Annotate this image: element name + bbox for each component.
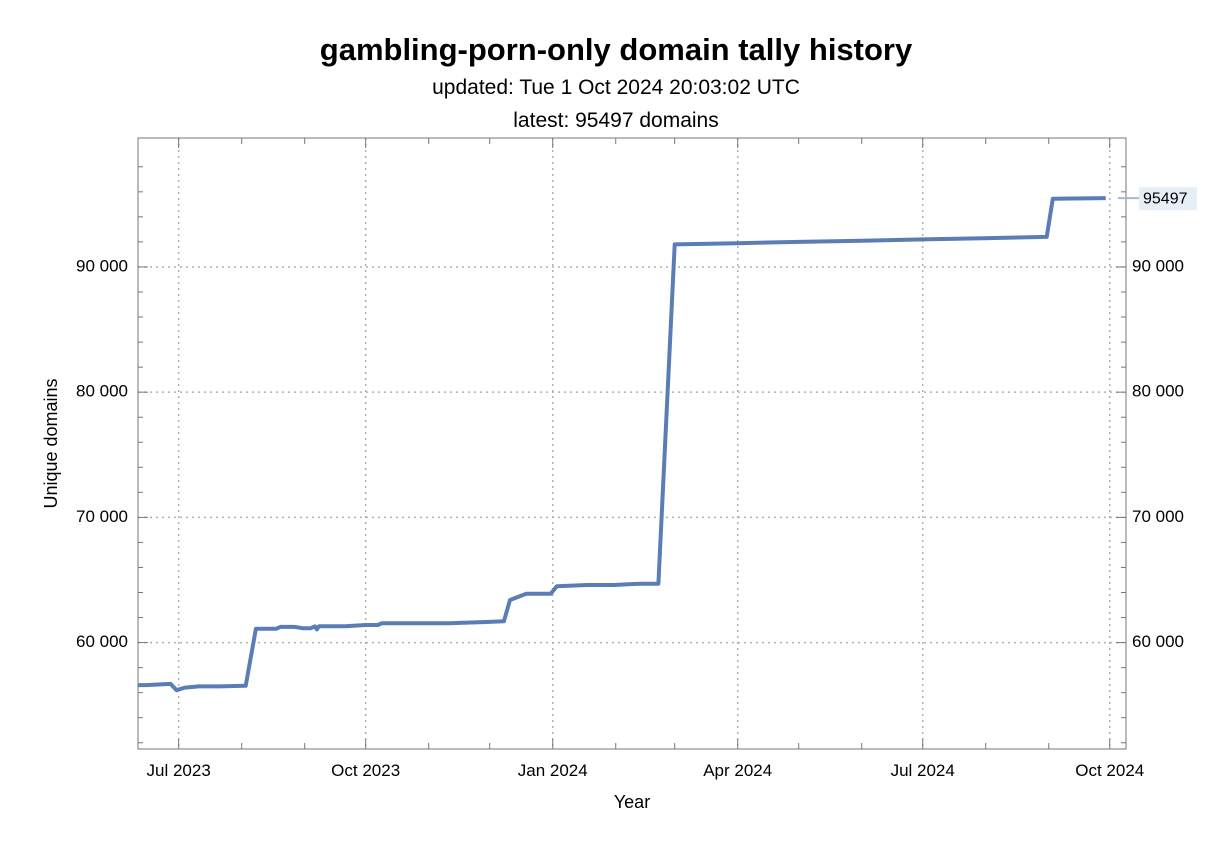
x-tick-label: Oct 2023 — [331, 761, 400, 780]
latest-value-label: 95497 — [1143, 190, 1188, 207]
x-tick-label: Jul 2023 — [147, 761, 211, 780]
latest-callout-box — [1139, 187, 1197, 211]
chart-subtitle-latest: latest: 95497 domains — [513, 109, 719, 132]
chart-subtitle-updated: updated: Tue 1 Oct 2024 20:03:02 UTC — [432, 76, 800, 99]
y-tick-label-right: 70 000 — [1132, 507, 1184, 526]
y-tick-label: 60 000 — [76, 632, 128, 651]
y-tick-label: 90 000 — [76, 256, 128, 275]
tick-labels: Jul 2023 Oct 2023 Jan 2024 Apr 2024 Jul 2024… — [76, 256, 1184, 780]
axis-ticks — [138, 138, 1126, 749]
y-tick-label-right: 90 000 — [1132, 256, 1184, 275]
plot-frame — [137, 137, 1127, 750]
x-tick-label: Oct 2024 — [1075, 761, 1144, 780]
x-tick-label: Apr 2024 — [703, 761, 772, 780]
y-tick-label-right: 80 000 — [1132, 382, 1184, 401]
grid-lines — [138, 138, 1126, 749]
y-tick-label-right: 60 000 — [1132, 632, 1184, 651]
y-tick-label: 70 000 — [76, 507, 128, 526]
y-axis-label: Unique domains — [41, 378, 61, 508]
latest-callout: 95497 — [1118, 187, 1197, 211]
y-tick-label: 80 000 — [76, 382, 128, 401]
x-tick-label: Jul 2024 — [891, 761, 955, 780]
x-tick-label: Jan 2024 — [518, 761, 588, 780]
x-axis-label: Year — [614, 792, 650, 812]
chart-title: gambling-porn-only domain tally history — [319, 32, 913, 67]
series-line — [138, 196, 1106, 693]
